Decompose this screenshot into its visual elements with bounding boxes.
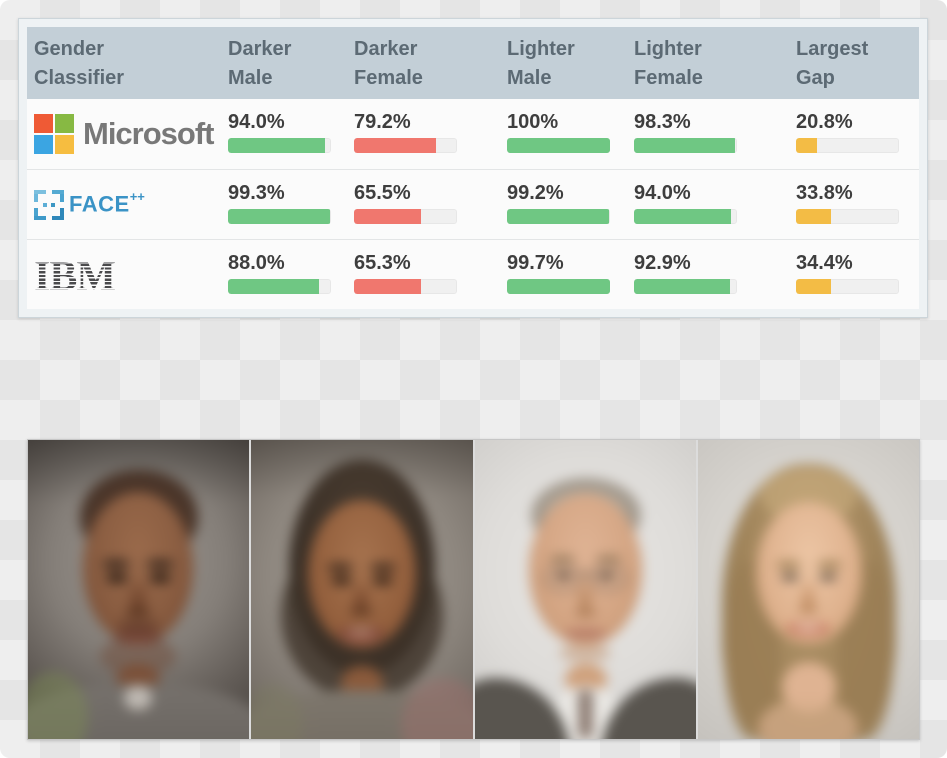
bar-track: [796, 138, 899, 153]
metric-value: 92.9%: [634, 252, 691, 274]
cell-darker-female: 65.3%: [354, 240, 507, 309]
bar-fill: [634, 209, 731, 224]
header-darker-female: Darker Female: [354, 38, 423, 89]
cell-darker-male: 99.3%: [228, 170, 354, 239]
bar-fill: [507, 138, 610, 153]
cell-lighter-male: 100%: [507, 99, 634, 169]
bar-track: [354, 138, 457, 153]
facepp-brackets-icon: [34, 189, 64, 220]
metric-value: 88.0%: [228, 252, 285, 274]
table-body: Microsoft 94.0% 79.2% 100% 98.3%: [27, 99, 919, 309]
bar-track: [507, 279, 610, 294]
bar-track: [634, 209, 737, 224]
bar-fill: [507, 279, 610, 294]
cell-lighter-male: 99.2%: [507, 170, 634, 239]
bar-fill: [228, 279, 319, 294]
bar-track: [228, 279, 331, 294]
metric-value: 34.4%: [796, 252, 853, 274]
metric-value: 33.8%: [796, 182, 853, 204]
average-face-darker-female: [251, 440, 473, 739]
bar-track: [507, 209, 610, 224]
metric-value: 65.3%: [354, 252, 411, 274]
bar-fill: [228, 138, 325, 153]
cell-largest-gap: 33.8%: [796, 170, 919, 239]
average-face-lighter-female: [697, 440, 919, 739]
ibm-striped-wordmark: IBM: [34, 259, 122, 290]
header-largest-gap: Largest Gap: [796, 38, 869, 89]
bar-track: [228, 209, 331, 224]
bar-fill: [796, 279, 832, 294]
bar-fill: [354, 209, 422, 224]
bar-track: [507, 138, 610, 153]
bar-track: [796, 279, 899, 294]
microsoft-squares-icon: [34, 114, 74, 154]
table-row-facepp: FACE++ 99.3% 65.5% 99.2% 94.0%: [27, 169, 919, 239]
ibm-stripes-overlay: [34, 259, 122, 290]
metric-value: 100%: [507, 111, 559, 133]
bar-fill: [354, 138, 436, 153]
bar-fill: [354, 279, 422, 294]
metric-value: 99.7%: [507, 252, 564, 274]
bar-track: [796, 209, 899, 224]
header-lighter-male: Lighter Male: [507, 38, 575, 89]
header-darker-male: Darker Male: [228, 38, 292, 89]
ibm-logo: IBM: [34, 240, 228, 309]
header-gender-classifier: Gender Classifier: [34, 38, 125, 89]
average-face-darker-male: [28, 440, 250, 739]
bar-track: [634, 138, 737, 153]
metric-value: 94.0%: [634, 182, 691, 204]
cell-lighter-female: 94.0%: [634, 170, 796, 239]
average-faces-strip: [27, 439, 920, 740]
average-face-lighter-male: [474, 440, 696, 739]
facepp-wordmark: FACE++: [69, 189, 145, 217]
bar-fill: [228, 209, 331, 224]
metric-value: 94.0%: [228, 111, 285, 133]
cell-lighter-male: 99.7%: [507, 240, 634, 309]
facepp-logo: FACE++: [34, 170, 228, 239]
bar-track: [354, 209, 457, 224]
metric-value: 79.2%: [354, 111, 411, 133]
classifier-table: Gender Classifier Darker Male Darker Fem…: [18, 18, 928, 318]
cell-lighter-female: 98.3%: [634, 99, 796, 169]
bar-track: [228, 138, 331, 153]
bar-fill: [507, 209, 610, 224]
cell-darker-male: 88.0%: [228, 240, 354, 309]
microsoft-wordmark: Microsoft: [83, 116, 214, 151]
cell-darker-female: 79.2%: [354, 99, 507, 169]
bar-track: [634, 279, 737, 294]
bar-track: [354, 279, 457, 294]
cell-lighter-female: 92.9%: [634, 240, 796, 309]
bar-fill: [796, 209, 831, 224]
metric-value: 65.5%: [354, 182, 411, 204]
table-row-microsoft: Microsoft 94.0% 79.2% 100% 98.3%: [27, 99, 919, 169]
metric-value: 98.3%: [634, 111, 691, 133]
cell-largest-gap: 20.8%: [796, 99, 919, 169]
metric-value: 99.2%: [507, 182, 564, 204]
cell-largest-gap: 34.4%: [796, 240, 919, 309]
bar-fill: [634, 279, 730, 294]
header-lighter-female: Lighter Female: [634, 38, 703, 89]
bar-fill: [634, 138, 736, 153]
metric-value: 20.8%: [796, 111, 853, 133]
cell-darker-female: 65.5%: [354, 170, 507, 239]
bar-fill: [796, 138, 818, 153]
cell-darker-male: 94.0%: [228, 99, 354, 169]
microsoft-logo: Microsoft: [34, 99, 228, 169]
table-row-ibm: IBM 88.0% 65.3% 99.7% 92.9%: [27, 239, 919, 309]
metric-value: 99.3%: [228, 182, 285, 204]
table-header-row: Gender Classifier Darker Male Darker Fem…: [27, 27, 919, 99]
